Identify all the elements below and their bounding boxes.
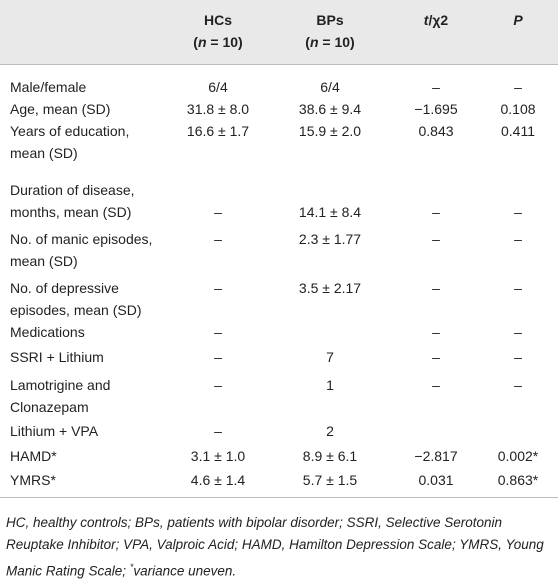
cell: –: [214, 377, 222, 393]
cell: –: [214, 280, 222, 296]
cell: 8.9 ± 6.1: [302, 448, 358, 464]
bottom-rule: [0, 497, 558, 498]
row-label: episodes, mean (SD): [10, 302, 142, 318]
row-label: mean (SD): [10, 253, 78, 269]
cell: 2.3 ± 1.77: [298, 231, 362, 247]
cell: 0.843: [418, 123, 454, 139]
row-label: YMRS*: [10, 472, 56, 488]
cell: 0.002*: [497, 448, 539, 464]
row-label: mean (SD): [10, 145, 78, 161]
cell: 3.1 ± 1.0: [190, 448, 246, 464]
row-label: Age, mean (SD): [10, 101, 111, 117]
header-band: [0, 0, 558, 64]
row-label: Clonazepam: [10, 399, 89, 415]
cell: –: [214, 204, 222, 220]
cell: –: [214, 231, 222, 247]
header-sub: (n = 10): [305, 31, 354, 53]
cell: –: [432, 79, 440, 95]
header-text: n: [309, 34, 319, 50]
cell: –: [432, 231, 440, 247]
cell: –: [514, 204, 522, 220]
cell: 7: [326, 349, 334, 365]
footnote: HC, healthy controls; BPs, patients with…: [6, 512, 546, 583]
header-text: n: [197, 34, 207, 50]
cell: –: [432, 324, 440, 340]
cell: –: [432, 280, 440, 296]
cell: 0.863*: [497, 472, 539, 488]
cell: 0.031: [418, 472, 454, 488]
row-label: months, mean (SD): [10, 204, 132, 220]
cell: 6/4: [320, 79, 340, 95]
cell: –: [214, 349, 222, 365]
header-sub: t/χ2: [424, 9, 448, 31]
header-cell: BPs: [316, 12, 344, 28]
header-text: /χ2: [428, 12, 449, 28]
footnote-text: HC, healthy controls; BPs, patients with…: [6, 515, 544, 579]
row-label: SSRI + Lithium: [10, 349, 104, 365]
cell: 0.411: [501, 123, 535, 139]
cell: –: [432, 204, 440, 220]
cell: –: [514, 79, 522, 95]
row-label: No. of manic episodes,: [10, 231, 153, 247]
cell: –: [432, 349, 440, 365]
cell: 2: [326, 423, 334, 439]
cell: 0.108: [500, 101, 536, 117]
footnote-text: *: [129, 562, 134, 572]
cell: −1.695: [414, 101, 458, 117]
header-rule: [0, 64, 558, 65]
row-label: Medications: [10, 324, 85, 340]
cell: –: [514, 349, 522, 365]
cell: 16.6 ± 1.7: [186, 123, 250, 139]
cell: 3.5 ± 2.17: [298, 280, 362, 296]
cell: 31.8 ± 8.0: [186, 101, 250, 117]
cell: –: [214, 324, 222, 340]
footnote-text: variance uneven.: [133, 563, 237, 579]
row-label: No. of depressive: [10, 280, 119, 296]
header-sub: P: [513, 9, 522, 31]
cell: 4.6 ± 1.4: [190, 472, 246, 488]
cell: 15.9 ± 2.0: [298, 123, 362, 139]
row-label: Lamotrigine and: [10, 377, 111, 393]
cell: 14.1 ± 8.4: [298, 204, 362, 220]
header-sub: (n = 10): [193, 31, 242, 53]
row-label: HAMD*: [10, 448, 57, 464]
header-text: = 10): [206, 34, 243, 50]
cell: 1: [326, 377, 334, 393]
cell: 5.7 ± 1.5: [302, 472, 358, 488]
header-text: (: [305, 34, 310, 50]
row-label: Lithium + VPA: [10, 423, 99, 439]
cell: –: [432, 377, 440, 393]
cell: –: [214, 423, 222, 439]
cell: –: [514, 324, 522, 340]
cell: –: [514, 231, 522, 247]
cell: −2.817: [414, 448, 458, 464]
row-label: Years of education,: [10, 123, 130, 139]
cell: –: [514, 377, 522, 393]
row-label: Male/female: [10, 79, 87, 95]
header-text: P: [513, 12, 523, 28]
cell: 38.6 ± 9.4: [298, 101, 362, 117]
cell: –: [514, 280, 522, 296]
header-cell: HCs: [203, 12, 233, 28]
header-text: (: [193, 34, 198, 50]
header-text: t: [423, 12, 429, 28]
header-text: = 10): [318, 34, 355, 50]
row-label: Duration of disease,: [10, 182, 135, 198]
cell: 6/4: [208, 79, 228, 95]
